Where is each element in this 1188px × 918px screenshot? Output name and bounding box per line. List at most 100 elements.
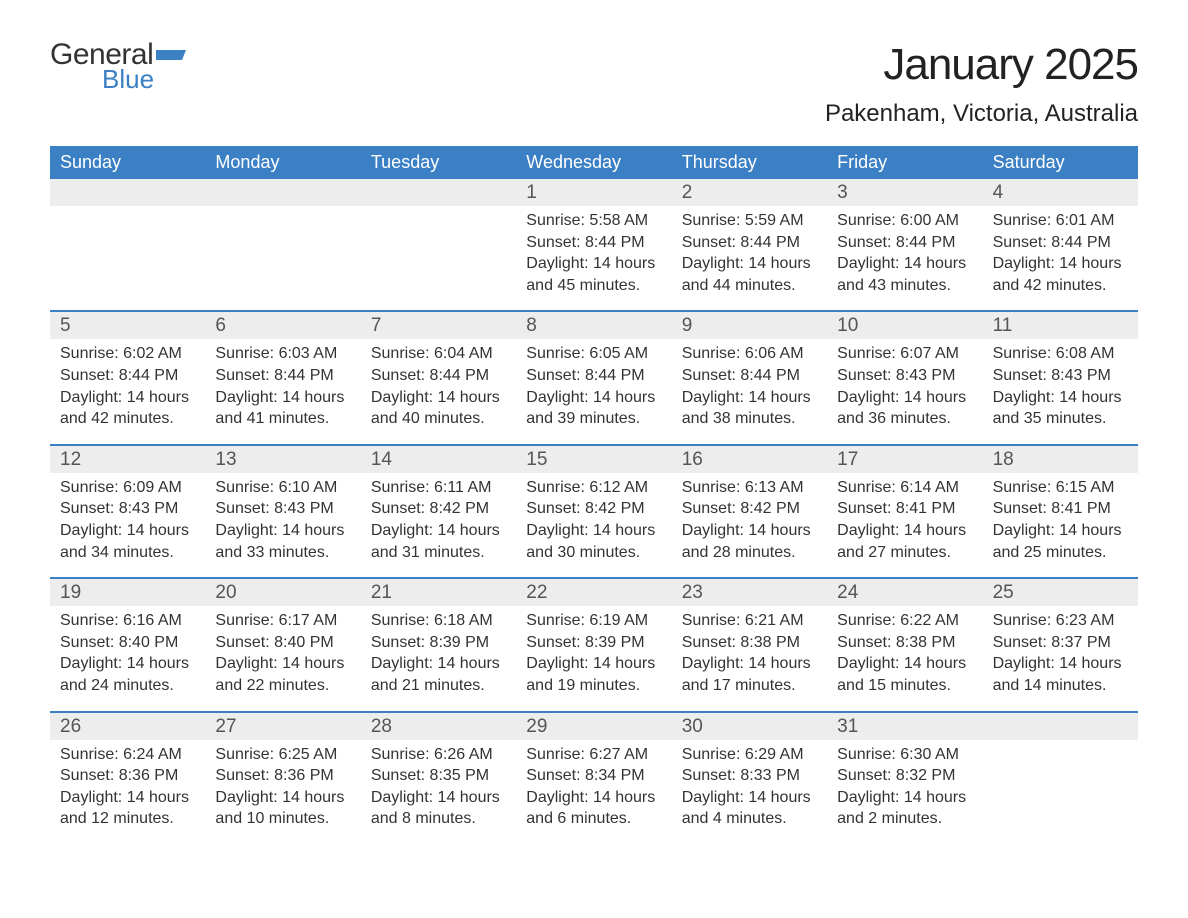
day-number: 29	[516, 713, 671, 740]
daylight-text: Daylight: 14 hours and 38 minutes.	[682, 387, 817, 430]
calendar-day	[50, 179, 205, 310]
daylight-text: Daylight: 14 hours and 35 minutes.	[993, 387, 1128, 430]
weekday-header: Monday	[205, 146, 360, 179]
day-details: Sunrise: 6:15 AMSunset: 8:41 PMDaylight:…	[983, 473, 1138, 577]
calendar-week: 26Sunrise: 6:24 AMSunset: 8:36 PMDayligh…	[50, 711, 1138, 844]
page-title: January 2025	[825, 40, 1138, 90]
calendar-day: 16Sunrise: 6:13 AMSunset: 8:42 PMDayligh…	[672, 446, 827, 577]
sunset-text: Sunset: 8:44 PM	[215, 365, 350, 387]
day-details: Sunrise: 6:24 AMSunset: 8:36 PMDaylight:…	[50, 740, 205, 844]
sunrise-text: Sunrise: 6:12 AM	[526, 477, 661, 499]
sunrise-text: Sunrise: 6:22 AM	[837, 610, 972, 632]
calendar-day: 4Sunrise: 6:01 AMSunset: 8:44 PMDaylight…	[983, 179, 1138, 310]
daylight-text: Daylight: 14 hours and 21 minutes.	[371, 653, 506, 696]
calendar-day: 8Sunrise: 6:05 AMSunset: 8:44 PMDaylight…	[516, 312, 671, 443]
sunrise-text: Sunrise: 6:02 AM	[60, 343, 195, 365]
calendar-week: 19Sunrise: 6:16 AMSunset: 8:40 PMDayligh…	[50, 577, 1138, 710]
sunrise-text: Sunrise: 6:25 AM	[215, 744, 350, 766]
calendar-day: 14Sunrise: 6:11 AMSunset: 8:42 PMDayligh…	[361, 446, 516, 577]
day-details: Sunrise: 6:21 AMSunset: 8:38 PMDaylight:…	[672, 606, 827, 710]
location-text: Pakenham, Victoria, Australia	[825, 100, 1138, 128]
weekday-header: Sunday	[50, 146, 205, 179]
day-number: 9	[672, 312, 827, 339]
day-details: Sunrise: 6:10 AMSunset: 8:43 PMDaylight:…	[205, 473, 360, 577]
day-details	[205, 206, 360, 224]
daylight-text: Daylight: 14 hours and 27 minutes.	[837, 520, 972, 563]
day-details	[983, 740, 1138, 758]
sunrise-text: Sunrise: 5:59 AM	[682, 210, 817, 232]
sunrise-text: Sunrise: 6:04 AM	[371, 343, 506, 365]
calendar-week: 12Sunrise: 6:09 AMSunset: 8:43 PMDayligh…	[50, 444, 1138, 577]
calendar-day: 29Sunrise: 6:27 AMSunset: 8:34 PMDayligh…	[516, 713, 671, 844]
day-number: 13	[205, 446, 360, 473]
calendar-day: 23Sunrise: 6:21 AMSunset: 8:38 PMDayligh…	[672, 579, 827, 710]
calendar-day: 24Sunrise: 6:22 AMSunset: 8:38 PMDayligh…	[827, 579, 982, 710]
daylight-text: Daylight: 14 hours and 10 minutes.	[215, 787, 350, 830]
calendar: Sunday Monday Tuesday Wednesday Thursday…	[50, 146, 1138, 844]
daylight-text: Daylight: 14 hours and 42 minutes.	[60, 387, 195, 430]
daylight-text: Daylight: 14 hours and 15 minutes.	[837, 653, 972, 696]
day-details: Sunrise: 5:58 AMSunset: 8:44 PMDaylight:…	[516, 206, 671, 310]
daylight-text: Daylight: 14 hours and 22 minutes.	[215, 653, 350, 696]
calendar-day: 7 Sunrise: 6:04 AMSunset: 8:44 PMDaylight…	[361, 312, 516, 443]
sunset-text: Sunset: 8:43 PM	[837, 365, 972, 387]
calendar-day: 21Sunrise: 6:18 AMSunset: 8:39 PMDayligh…	[361, 579, 516, 710]
sunset-text: Sunset: 8:44 PM	[371, 365, 506, 387]
sunset-text: Sunset: 8:40 PM	[215, 632, 350, 654]
daylight-text: Daylight: 14 hours and 14 minutes.	[993, 653, 1128, 696]
day-details: Sunrise: 6:18 AMSunset: 8:39 PMDaylight:…	[361, 606, 516, 710]
daylight-text: Daylight: 14 hours and 40 minutes.	[371, 387, 506, 430]
daylight-text: Daylight: 14 hours and 25 minutes.	[993, 520, 1128, 563]
sunset-text: Sunset: 8:43 PM	[215, 498, 350, 520]
calendar-day: 5Sunrise: 6:02 AMSunset: 8:44 PMDaylight…	[50, 312, 205, 443]
calendar-day: 2Sunrise: 5:59 AMSunset: 8:44 PMDaylight…	[672, 179, 827, 310]
calendar-day: 26Sunrise: 6:24 AMSunset: 8:36 PMDayligh…	[50, 713, 205, 844]
sunrise-text: Sunrise: 6:26 AM	[371, 744, 506, 766]
weekday-header: Saturday	[983, 146, 1138, 179]
sunrise-text: Sunrise: 6:10 AM	[215, 477, 350, 499]
sunset-text: Sunset: 8:43 PM	[60, 498, 195, 520]
sunrise-text: Sunrise: 6:07 AM	[837, 343, 972, 365]
day-number: 24	[827, 579, 982, 606]
calendar-day: 27Sunrise: 6:25 AMSunset: 8:36 PMDayligh…	[205, 713, 360, 844]
sunrise-text: Sunrise: 6:19 AM	[526, 610, 661, 632]
day-details: Sunrise: 6:07 AMSunset: 8:43 PMDaylight:…	[827, 339, 982, 443]
day-number: 7	[361, 312, 516, 339]
logo-blue-text: Blue	[102, 66, 154, 92]
sunset-text: Sunset: 8:41 PM	[837, 498, 972, 520]
day-number: 28	[361, 713, 516, 740]
day-number: 4	[983, 179, 1138, 206]
day-details: Sunrise: 6:30 AMSunset: 8:32 PMDaylight:…	[827, 740, 982, 844]
title-block: January 2025 Pakenham, Victoria, Austral…	[825, 40, 1138, 128]
daylight-text: Daylight: 14 hours and 2 minutes.	[837, 787, 972, 830]
daylight-text: Daylight: 14 hours and 24 minutes.	[60, 653, 195, 696]
weekday-header: Wednesday	[516, 146, 671, 179]
daylight-text: Daylight: 14 hours and 8 minutes.	[371, 787, 506, 830]
daylight-text: Daylight: 14 hours and 30 minutes.	[526, 520, 661, 563]
day-details: Sunrise: 6:01 AMSunset: 8:44 PMDaylight:…	[983, 206, 1138, 310]
daylight-text: Daylight: 14 hours and 44 minutes.	[682, 253, 817, 296]
day-details: Sunrise: 6:12 AMSunset: 8:42 PMDaylight:…	[516, 473, 671, 577]
day-details: Sunrise: 6:16 AMSunset: 8:40 PMDaylight:…	[50, 606, 205, 710]
flag-icon	[156, 46, 190, 75]
logo-text: General Blue	[50, 40, 154, 92]
calendar-day: 20Sunrise: 6:17 AMSunset: 8:40 PMDayligh…	[205, 579, 360, 710]
sunset-text: Sunset: 8:42 PM	[371, 498, 506, 520]
daylight-text: Daylight: 14 hours and 17 minutes.	[682, 653, 817, 696]
weekday-header: Thursday	[672, 146, 827, 179]
sunset-text: Sunset: 8:40 PM	[60, 632, 195, 654]
day-number: 2	[672, 179, 827, 206]
calendar-day: 22Sunrise: 6:19 AMSunset: 8:39 PMDayligh…	[516, 579, 671, 710]
day-number	[361, 179, 516, 206]
day-details: Sunrise: 6:13 AMSunset: 8:42 PMDaylight:…	[672, 473, 827, 577]
day-number: 15	[516, 446, 671, 473]
day-details	[50, 206, 205, 224]
sunrise-text: Sunrise: 6:05 AM	[526, 343, 661, 365]
day-details: Sunrise: 6:14 AMSunset: 8:41 PMDaylight:…	[827, 473, 982, 577]
calendar-day: 15Sunrise: 6:12 AMSunset: 8:42 PMDayligh…	[516, 446, 671, 577]
sunrise-text: Sunrise: 6:08 AM	[993, 343, 1128, 365]
sunrise-text: Sunrise: 6:30 AM	[837, 744, 972, 766]
calendar-day	[361, 179, 516, 310]
day-details: Sunrise: 6:19 AMSunset: 8:39 PMDaylight:…	[516, 606, 671, 710]
day-number: 22	[516, 579, 671, 606]
